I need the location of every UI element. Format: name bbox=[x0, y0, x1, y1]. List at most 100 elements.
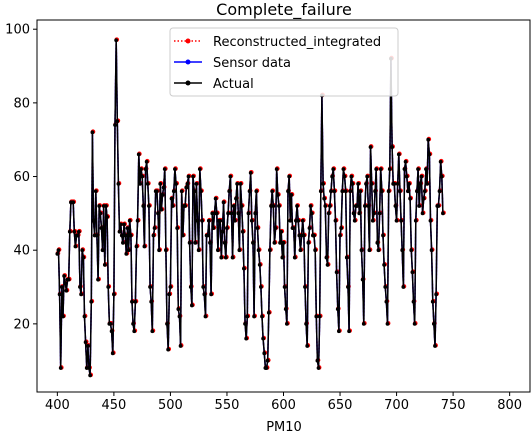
actual-point bbox=[136, 152, 141, 157]
actual-point bbox=[342, 174, 347, 179]
actual-point bbox=[154, 189, 159, 194]
actual-point bbox=[102, 263, 107, 267]
actual-point bbox=[410, 270, 415, 275]
actual-point bbox=[82, 314, 87, 319]
actual-point bbox=[433, 344, 437, 348]
actual-point bbox=[104, 204, 108, 208]
actual-point bbox=[420, 211, 425, 216]
actual-point bbox=[214, 211, 219, 216]
actual-point bbox=[106, 285, 111, 289]
actual-point bbox=[325, 263, 330, 267]
actual-point bbox=[57, 292, 62, 297]
actual-point bbox=[274, 167, 279, 172]
actual-point bbox=[305, 344, 310, 348]
actual-point bbox=[312, 233, 316, 238]
actual-point bbox=[142, 244, 147, 249]
actual-point bbox=[156, 211, 160, 216]
actual-point bbox=[258, 285, 263, 289]
y-tick-label: 60 bbox=[13, 170, 30, 185]
actual-point bbox=[278, 240, 283, 245]
actual-point bbox=[243, 321, 247, 326]
actual-point bbox=[438, 159, 443, 164]
actual-point bbox=[255, 226, 260, 230]
actual-point bbox=[124, 251, 129, 256]
actual-point bbox=[240, 229, 245, 234]
actual-point bbox=[73, 244, 78, 249]
actual-point bbox=[228, 174, 233, 179]
actual-point bbox=[398, 189, 402, 194]
actual-point bbox=[81, 255, 86, 260]
actual-point bbox=[409, 248, 414, 253]
actual-point bbox=[303, 285, 307, 289]
actual-point bbox=[186, 174, 191, 179]
actual-point bbox=[270, 189, 275, 194]
actual-point bbox=[331, 167, 336, 172]
actual-point bbox=[284, 321, 289, 326]
actual-point bbox=[116, 182, 121, 186]
actual-point bbox=[191, 174, 195, 179]
actual-point bbox=[343, 189, 348, 194]
actual-point bbox=[159, 207, 164, 212]
actual-point bbox=[167, 292, 172, 297]
y-tick-label: 80 bbox=[13, 96, 30, 111]
actual-point bbox=[105, 215, 110, 219]
actual-point bbox=[197, 167, 202, 172]
actual-point bbox=[291, 226, 296, 230]
actual-point bbox=[63, 281, 68, 286]
actual-point bbox=[375, 240, 380, 245]
actual-point bbox=[166, 347, 171, 352]
actual-point bbox=[168, 285, 173, 289]
actual-point bbox=[88, 373, 93, 378]
actual-point bbox=[118, 222, 123, 227]
actual-point bbox=[211, 226, 216, 230]
actual-point bbox=[75, 233, 80, 238]
actual-point bbox=[428, 218, 433, 223]
actual-point bbox=[273, 226, 278, 230]
actual-point bbox=[376, 248, 381, 253]
actual-point bbox=[365, 174, 370, 179]
actual-point bbox=[220, 229, 225, 234]
actual-point bbox=[283, 307, 288, 312]
actual-point bbox=[401, 285, 406, 289]
actual-point bbox=[321, 182, 325, 186]
actual-point bbox=[125, 226, 130, 230]
actual-point bbox=[66, 277, 71, 282]
actual-point bbox=[422, 189, 427, 194]
actual-point bbox=[175, 226, 180, 230]
actual-point bbox=[386, 189, 391, 194]
actual-point bbox=[275, 193, 280, 197]
y-tick-label: 100 bbox=[5, 23, 30, 38]
actual-point bbox=[314, 314, 319, 319]
x-tick-label: 800 bbox=[497, 398, 522, 413]
actual-point bbox=[418, 182, 423, 186]
actual-point bbox=[424, 167, 428, 172]
actual-point bbox=[405, 189, 410, 194]
actual-point bbox=[370, 218, 375, 223]
x-axis-label: PM10 bbox=[266, 420, 302, 435]
actual-point bbox=[162, 167, 167, 172]
actual-point bbox=[372, 211, 376, 216]
actual-point bbox=[333, 218, 338, 223]
actual-point bbox=[201, 285, 206, 289]
actual-point bbox=[132, 329, 137, 334]
actual-point bbox=[265, 358, 270, 363]
actual-point bbox=[323, 204, 328, 208]
actual-point bbox=[382, 263, 387, 267]
actual-point bbox=[149, 299, 154, 304]
actual-point bbox=[295, 204, 299, 208]
actual-point bbox=[289, 193, 294, 197]
actual-point bbox=[193, 240, 198, 245]
actual-point bbox=[247, 189, 252, 194]
actual-point bbox=[244, 336, 249, 341]
actual-point bbox=[387, 167, 392, 172]
actual-point bbox=[171, 189, 176, 194]
actual-point bbox=[62, 274, 67, 278]
actual-point bbox=[134, 244, 139, 249]
actual-point bbox=[402, 167, 407, 172]
actual-point bbox=[110, 351, 115, 356]
actual-point bbox=[196, 248, 201, 253]
actual-point bbox=[169, 196, 174, 201]
actual-point bbox=[79, 292, 83, 297]
actual-point bbox=[262, 351, 267, 356]
actual-point bbox=[280, 255, 285, 260]
